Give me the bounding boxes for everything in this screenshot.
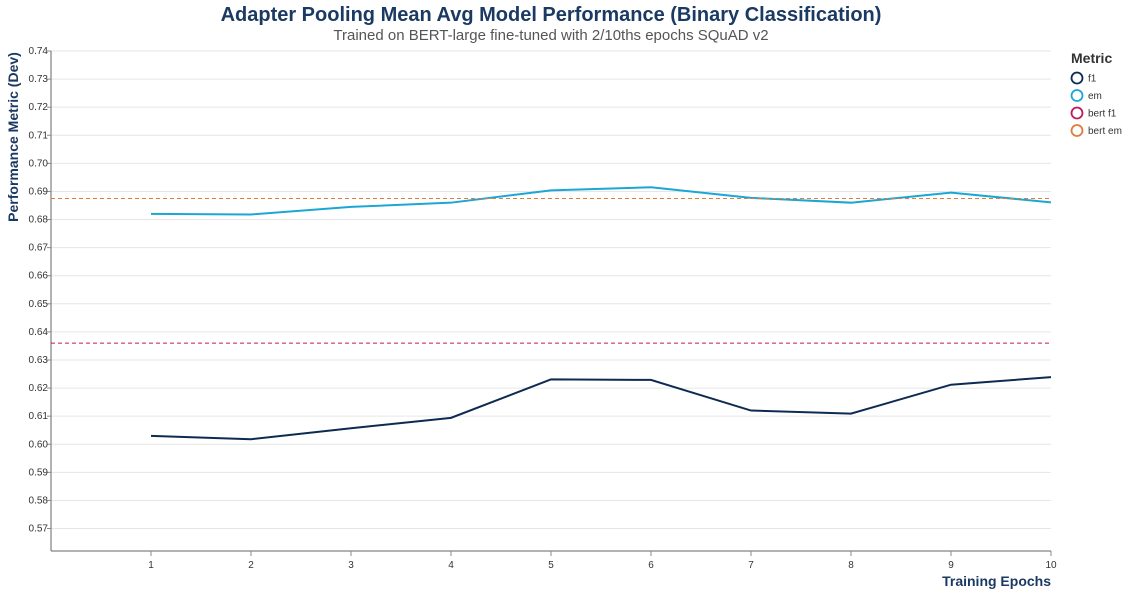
y-tick-label-14: 0.71	[29, 130, 49, 141]
x-tick-label-5: 6	[648, 560, 654, 571]
legend-marker-f1	[1070, 71, 1084, 85]
legend-marker-bert-f1	[1070, 106, 1084, 120]
x-tick-label-1: 2	[248, 560, 254, 571]
legend-label-bert-f1: bert f1	[1088, 109, 1117, 120]
legend-label-f1: f1	[1088, 74, 1097, 85]
x-axis-title: Training Epochs	[942, 573, 1051, 589]
x-tick-label-7: 8	[848, 560, 854, 571]
chart-subtitle: Trained on BERT-large fine-tuned with 2/…	[333, 27, 768, 44]
series-line-f1	[150, 376, 1052, 441]
chart-title: Adapter Pooling Mean Avg Model Performan…	[221, 4, 882, 26]
y-tick-label-10: 0.67	[29, 243, 49, 254]
x-tick-label-3: 4	[448, 560, 454, 571]
y-tick-label-15: 0.72	[29, 102, 49, 113]
y-tick-label-17: 0.74	[29, 46, 49, 57]
axes	[50, 51, 1051, 552]
x-tick-label-4: 5	[548, 560, 554, 571]
y-tick-label-6: 0.63	[29, 355, 49, 366]
y-tick-label-5: 0.62	[29, 383, 49, 394]
y-tick-label-1: 0.58	[29, 495, 49, 506]
series-line-em	[150, 186, 1052, 216]
x-tick-label-8: 9	[948, 560, 954, 571]
x-tick-label-9: 10	[1045, 560, 1057, 571]
legend-label-bert-em: bert em	[1088, 126, 1122, 137]
x-tick-label-2: 3	[348, 560, 354, 571]
y-axis-ticks: 0.57 0.58 0.59 0.60 0.61 0.62 0.63 0.64 0.65 0.66…	[29, 46, 51, 535]
legend-marker-bert-em	[1070, 124, 1084, 137]
y-tick-label-12: 0.69	[29, 186, 49, 197]
legend-title: Metric	[1071, 50, 1112, 66]
y-axis-title: Performance Metric (Dev)	[5, 52, 21, 222]
legend-marker-em	[1070, 89, 1084, 102]
y-tick-label-3: 0.60	[29, 439, 49, 450]
y-tick-label-16: 0.73	[29, 74, 49, 85]
legend: Metric f1 em bert f1 bert em	[1070, 50, 1122, 137]
grid	[51, 50, 1051, 530]
y-tick-label-13: 0.70	[29, 158, 49, 169]
series-lines	[51, 186, 1052, 441]
y-tick-label-9: 0.66	[29, 271, 49, 282]
x-axis-ticks: 1 2 3 4 5 6 7 8 9 10	[148, 551, 1057, 571]
y-tick-label-4: 0.61	[29, 411, 49, 422]
x-tick-label-6: 7	[748, 560, 754, 571]
y-tick-label-8: 0.65	[29, 299, 49, 310]
legend-label-em: em	[1088, 91, 1102, 102]
y-tick-label-2: 0.59	[29, 467, 49, 478]
y-tick-label-0: 0.57	[29, 524, 49, 535]
y-tick-label-11: 0.68	[29, 215, 49, 226]
x-tick-label-0: 1	[148, 560, 154, 571]
y-tick-label-7: 0.64	[29, 327, 49, 338]
